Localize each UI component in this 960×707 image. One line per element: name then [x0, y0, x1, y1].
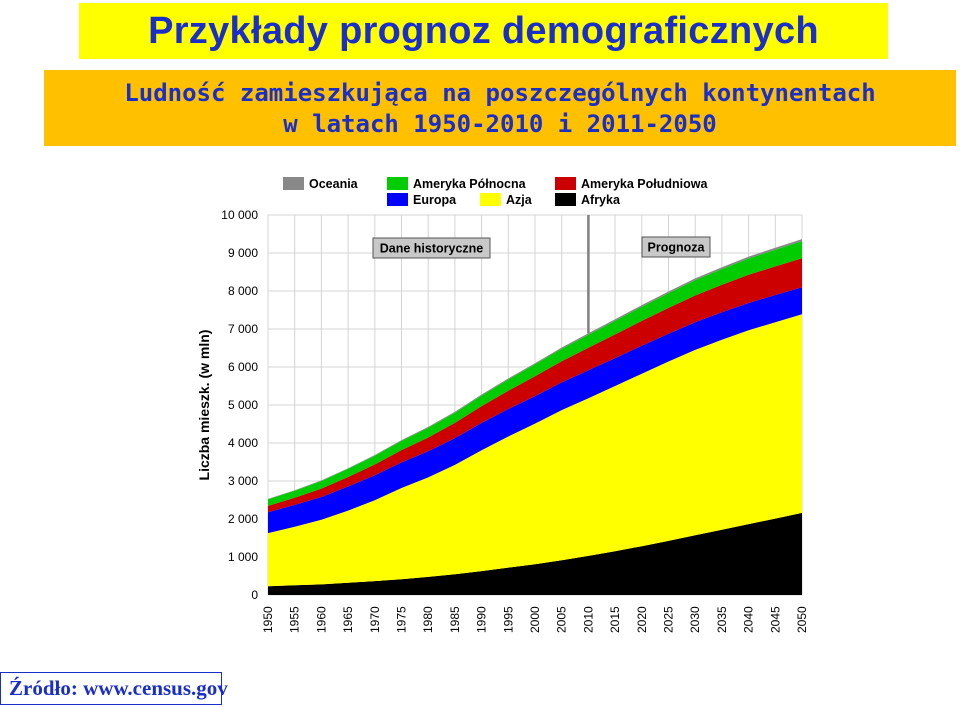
x-tick-label: 1970 [368, 606, 382, 633]
area-afryka [268, 512, 802, 595]
x-tick-label: 2000 [528, 606, 542, 633]
x-tick-label: 1950 [261, 606, 275, 633]
area-europa [268, 287, 802, 534]
area-azja [268, 314, 802, 587]
annotation-box [372, 237, 491, 259]
legend-swatch [555, 177, 576, 190]
area-ameryka-północna [268, 241, 802, 506]
x-tick-label: 1965 [341, 606, 355, 633]
legend-label: Ameryka Południowa [581, 177, 708, 191]
x-tick-label: 2010 [581, 606, 595, 633]
legend-label: Azja [506, 193, 533, 207]
annotation-label: Prognoza [648, 241, 706, 255]
annotation-label: Dane historyczne [380, 242, 484, 256]
annotation-box [641, 236, 711, 258]
legend-swatch [387, 193, 408, 206]
y-tick-label: 3 000 [228, 474, 258, 488]
x-tick-label: 1985 [448, 606, 462, 633]
y-tick-label: 0 [251, 588, 258, 602]
legend-swatch [555, 193, 576, 206]
legend-swatch [387, 177, 408, 190]
legend-swatch [283, 177, 304, 190]
subtitle-banner: Ludność zamieszkująca na poszczególnych … [44, 70, 956, 146]
y-tick-label: 5 000 [228, 398, 258, 412]
x-tick-label: 2045 [768, 606, 782, 633]
x-tick-label: 1960 [314, 606, 328, 633]
x-tick-label: 1980 [421, 606, 435, 633]
y-tick-label: 9 000 [228, 246, 258, 260]
area-ameryka-południowa [268, 258, 802, 513]
x-tick-label: 2025 [662, 606, 676, 633]
x-tick-label: 1975 [395, 606, 409, 633]
x-tick-label: 1995 [501, 606, 515, 633]
y-tick-label: 7 000 [228, 322, 258, 336]
x-tick-label: 2050 [795, 606, 809, 633]
legend-label: Europa [413, 193, 457, 207]
y-axis-label: Liczba mieszk. (w mln) [196, 330, 212, 481]
x-tick-label: 2040 [742, 606, 756, 633]
page-title: Przykłady prognoz demograficznych [148, 9, 819, 52]
x-tick-label: 1990 [475, 606, 489, 633]
subtitle-line-2: w latach 1950-2010 i 2011-2050 [283, 110, 717, 138]
x-tick-label: 2005 [555, 606, 569, 633]
y-tick-label: 6 000 [228, 360, 258, 374]
y-tick-label: 4 000 [228, 436, 258, 450]
x-tick-label: 1955 [288, 606, 302, 633]
source-note: Źródło: www.census.gov [0, 672, 228, 705]
x-tick-label: 2030 [688, 606, 702, 633]
legend-label: Afryka [581, 193, 621, 207]
y-tick-label: 2 000 [228, 512, 258, 526]
population-chart: 0 1 000 2 000 3 000 4 000 5 000 6 000 7 000 8 00… [196, 177, 809, 633]
legend-label: Oceania [309, 177, 359, 191]
x-tick-label: 2015 [608, 606, 622, 633]
legend-swatch [480, 193, 501, 206]
x-tick-label: 2020 [635, 606, 649, 633]
y-tick-label: 10 000 [221, 208, 258, 222]
subtitle-line-1: Ludność zamieszkująca na poszczególnych … [124, 79, 876, 107]
x-tick-label: 2035 [715, 606, 729, 633]
y-tick-label: 8 000 [228, 284, 258, 298]
legend-label: Ameryka Północna [413, 177, 527, 191]
y-tick-label: 1 000 [228, 550, 258, 564]
title-banner: Przykłady prognoz demograficznych [79, 3, 888, 59]
